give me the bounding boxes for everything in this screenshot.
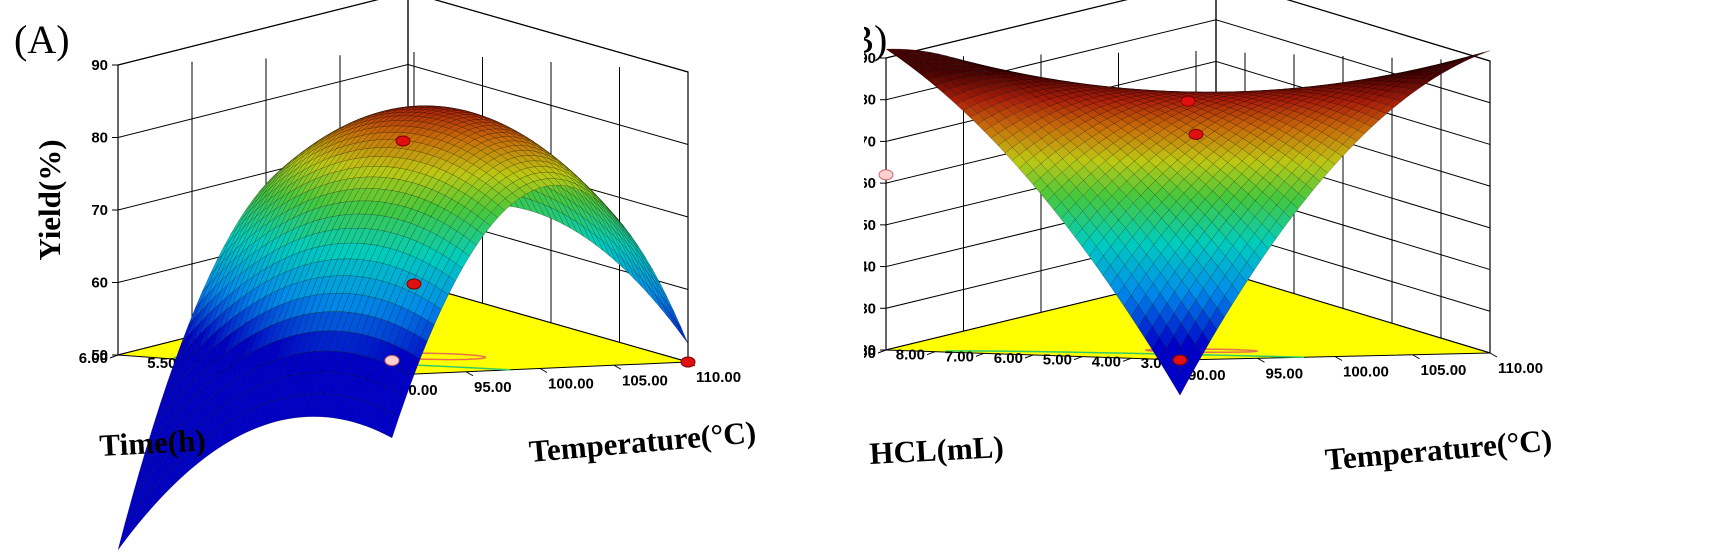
x-tick-mark: [1489, 352, 1498, 358]
surface-mesh: [117, 105, 689, 550]
z-tick-label: 70: [864, 133, 876, 150]
design-point: [1188, 128, 1204, 140]
x-tick-label: 95.00: [1266, 365, 1304, 382]
y-tick-mark: [975, 352, 985, 357]
wall-grid-z: [885, 0, 1491, 62]
surface-cell: [674, 318, 689, 344]
x-tick-mark: [1257, 357, 1265, 363]
x-tick-mark: [539, 368, 548, 373]
y-tick-mark: [1122, 357, 1132, 362]
x-tick-label: 95.00: [474, 379, 512, 396]
y-tick-label: 5.50: [147, 355, 176, 372]
z-tick-label: 90: [91, 57, 108, 74]
z-tick-label: 70: [91, 202, 108, 219]
y-tick-label: 7.00: [945, 348, 974, 365]
x-tick-mark: [1334, 356, 1343, 361]
z-tick-label: 50: [91, 347, 108, 364]
surface-plot-b-svg: (B)90.0095.00100.00105.00110.003.004.005…: [864, 0, 1554, 477]
surface-cell: [1172, 369, 1188, 396]
z-tick-label: 30: [864, 300, 876, 317]
design-point: [1172, 354, 1188, 366]
floor-contour-low: [945, 350, 1305, 358]
x-axis-title: Temperature(°C): [528, 414, 758, 469]
z-tick-label: 20: [864, 342, 876, 359]
wall-grid-z: [117, 63, 689, 145]
z-tick-label: 80: [864, 92, 876, 109]
panel-letter: (B): [864, 17, 887, 62]
y-tick-mark: [1024, 354, 1034, 359]
surface-plot-a-svg: (A)90.0095.00100.00105.00110.004.004.505…: [14, 0, 758, 550]
design-point: [406, 278, 422, 290]
x-tick-mark: [613, 364, 622, 370]
z-tick-label: 90: [864, 50, 876, 67]
wall-grid-z: [117, 0, 689, 73]
design-point: [395, 135, 411, 147]
y-tick-label: 6.00: [994, 350, 1023, 367]
x-axis-title: Temperature(°C): [1324, 422, 1554, 477]
y-tick-label: 8.00: [896, 347, 925, 364]
z-tick-label: 60: [864, 175, 876, 192]
z-tick-label: 60: [91, 275, 108, 292]
x-tick-label: 90.00: [1188, 367, 1226, 384]
z-tick-label: 80: [91, 130, 108, 147]
panel-letter: (A): [14, 17, 70, 62]
y-axis-title: Time(h): [99, 422, 207, 463]
surface-cell: [385, 412, 400, 439]
x-tick-label: 100.00: [1343, 364, 1389, 381]
design-point: [384, 355, 400, 366]
x-tick-label: 100.00: [548, 376, 594, 393]
z-tick-label: 50: [864, 217, 876, 234]
x-tick-mark: [1412, 354, 1420, 360]
surface-mesh: [885, 48, 1491, 396]
y-axis-title: HCL(mL): [869, 429, 1005, 471]
x-tick-label: 110.00: [696, 369, 741, 386]
x-tick-label: 110.00: [1498, 360, 1543, 377]
x-tick-label: 105.00: [1421, 362, 1467, 379]
y-tick-mark: [926, 351, 936, 356]
design-point: [878, 169, 894, 181]
z-axis-title: Yield(%): [32, 139, 67, 260]
y-tick-label: 9.00: [864, 345, 876, 362]
y-tick-label: 4.00: [1092, 353, 1121, 370]
design-point: [680, 356, 696, 368]
x-tick-label: 105.00: [622, 372, 668, 389]
z-tick-label: 40: [864, 259, 876, 276]
x-tick-mark: [465, 371, 474, 377]
surface-chart-a: (A)90.0095.00100.00105.00110.004.004.505…: [14, 0, 758, 550]
y-tick-label: 6.00: [79, 350, 108, 367]
surface-chart-b: (B)90.0095.00100.00105.00110.003.004.005…: [864, 0, 1728, 552]
design-point: [1180, 95, 1196, 107]
y-tick-mark: [1073, 356, 1083, 361]
surface-cell: [1475, 50, 1491, 56]
y-tick-label: 5.00: [1043, 352, 1072, 369]
